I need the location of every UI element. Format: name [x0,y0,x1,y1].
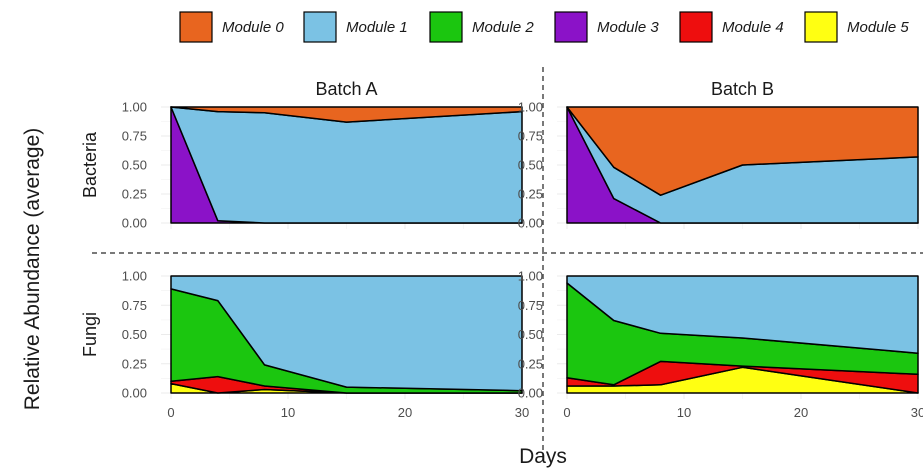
y-tick-label: 1.00 [518,269,543,284]
x-tick-label: 10 [281,405,295,420]
legend-swatch-module-1 [304,12,336,42]
legend: Module 0 Module 1 Module 2 Module 3 Module 4… [180,12,909,42]
y-tick-label: 0.00 [518,216,543,231]
legend-label-module-1: Module 1 [346,19,408,36]
y-tick-label: 0.25 [518,187,543,202]
panel-fungi-batch-a: 0.00 0.25 0.50 0.75 1.00 0 10 20 30 [122,269,530,421]
y-axis-title: Relative Abundance (average) [21,128,44,411]
y-tick-label: 0.75 [518,129,543,144]
x-tick-label: 20 [398,405,412,420]
x-tick-label: 0 [563,405,570,420]
panel-fungi-batch-b: 0.00 0.25 0.50 0.75 1.00 0 10 20 30 [518,269,923,421]
y-tick-label: 0.75 [518,298,543,313]
legend-label-module-4: Module 4 [722,19,784,36]
legend-label-module-3: Module 3 [597,19,659,36]
y-tick-label: 0.25 [518,356,543,371]
x-tick-label: 30 [911,405,923,420]
y-tick-label: 0.25 [122,187,147,202]
x-tick-label: 0 [167,405,174,420]
legend-swatch-module-2 [430,12,462,42]
y-tick-label: 0.75 [122,129,147,144]
x-tick-label: 10 [677,405,691,420]
y-tick-label: 1.00 [518,100,543,115]
facet-label-batch-a: Batch A [315,79,377,99]
y-tick-label: 0.00 [122,386,147,401]
y-tick-label: 1.00 [122,269,147,284]
legend-label-module-0: Module 0 [222,19,284,36]
legend-label-module-5: Module 5 [847,19,909,36]
panel-bacteria-batch-b: 0.00 0.25 0.50 0.75 1.00 [518,100,918,231]
y-tick-label: 0.50 [518,327,543,342]
chart-panels: 0.00 0.25 0.50 0.75 1.00 0.00 0.25 0.50 0.75 1.00… [122,100,923,421]
y-tick-label: 0.50 [518,158,543,173]
area-module-1 [171,107,522,223]
x-axis-title: Days [519,445,567,468]
x-tick-label: 20 [794,405,808,420]
y-tick-label: 0.75 [122,298,147,313]
y-tick-label: 0.50 [122,158,147,173]
y-tick-label: 0.25 [122,356,147,371]
y-tick-label: 1.00 [122,100,147,115]
legend-swatch-module-4 [680,12,712,42]
y-tick-label: 0.00 [518,386,543,401]
facet-label-fungi: Fungi [80,312,100,357]
facet-label-bacteria: Bacteria [80,131,100,198]
y-tick-label: 0.00 [122,216,147,231]
y-tick-label: 0.50 [122,327,147,342]
legend-label-module-2: Module 2 [472,19,534,36]
facet-label-batch-b: Batch B [711,79,774,99]
legend-swatch-module-5 [805,12,837,42]
x-tick-label: 30 [515,405,529,420]
legend-swatch-module-0 [180,12,212,42]
legend-swatch-module-3 [555,12,587,42]
panel-bacteria-batch-a: 0.00 0.25 0.50 0.75 1.00 [122,100,522,231]
